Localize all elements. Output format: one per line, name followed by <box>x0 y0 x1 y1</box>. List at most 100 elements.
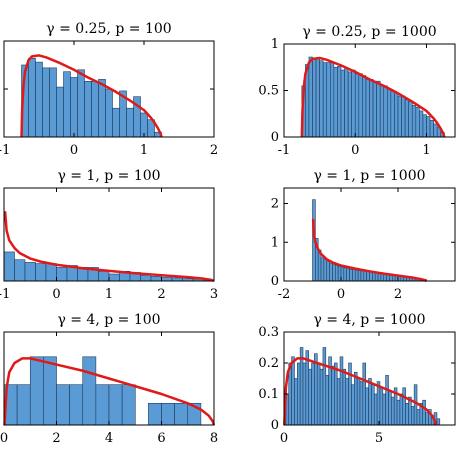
axes-frame <box>283 187 456 282</box>
histogram-bar <box>28 57 36 138</box>
panel-title: γ = 1, p = 100 <box>57 168 160 184</box>
histogram-bar <box>333 66 338 138</box>
panel-title: γ = 1, p = 1000 <box>313 168 425 184</box>
y-tick-label: 0.1 <box>258 387 279 402</box>
x-tick-label: 0 <box>70 143 78 158</box>
histogram-bar <box>379 84 385 138</box>
histogram-bar <box>140 274 152 282</box>
histogram-bar <box>161 402 175 426</box>
histogram-bar <box>161 276 173 282</box>
y-tick-label: 0 <box>271 274 279 289</box>
histogram-bar <box>42 67 50 138</box>
histogram-bar <box>345 378 349 426</box>
histogram-bar <box>357 270 362 282</box>
histogram-bar <box>311 362 315 426</box>
histogram-bar <box>379 387 384 426</box>
x-tick-label: 1 <box>422 143 430 158</box>
x-tick-label: 6 <box>157 431 165 446</box>
x-tick-label: -1 <box>0 287 10 302</box>
y-tick-label: 0.3 <box>258 325 279 340</box>
panel-title: γ = 4, p = 100 <box>57 312 160 328</box>
axes-frame <box>283 331 456 426</box>
density-curve <box>300 56 446 138</box>
histogram-bar <box>98 79 106 138</box>
histogram-bar <box>372 80 377 138</box>
histogram-bar <box>69 384 84 426</box>
panel-1: -1 0 1 2 γ = 0.25, p = 100 <box>0 21 218 158</box>
histogram-bar <box>84 81 92 138</box>
histogram-bar <box>382 393 386 426</box>
histogram-bar <box>56 384 70 426</box>
x-tick-label: 2 <box>394 287 402 302</box>
panel-6: 0 5 0 0.1 0.2 0.3 γ = 4, p = 1000 <box>258 312 456 446</box>
panel-title: γ = 4, p = 1000 <box>313 312 425 328</box>
histogram-bar <box>314 353 318 426</box>
histogram-bar <box>362 75 367 138</box>
x-tick-label: 0 <box>0 431 8 446</box>
histogram-bar <box>352 269 356 282</box>
histogram-bar <box>374 272 379 282</box>
histogram-bar <box>121 384 136 426</box>
histogram-bar <box>150 276 162 282</box>
x-tick-label: 0 <box>337 287 345 302</box>
histogram-bar <box>404 99 409 138</box>
histogram-bar <box>399 393 404 426</box>
histogram-bar <box>35 61 43 138</box>
histogram-bar <box>362 362 367 426</box>
histogram-bar <box>332 264 336 282</box>
histogram-bar <box>3 251 15 282</box>
histogram-bar <box>351 69 356 138</box>
histogram-bar <box>56 86 64 138</box>
y-tick-label: 1 <box>271 37 279 52</box>
y-tick-label: 0.5 <box>258 84 279 99</box>
histogram-bar <box>419 110 424 138</box>
histogram-bar <box>415 106 420 138</box>
histogram-bar <box>77 69 85 138</box>
histogram-bar <box>346 268 350 282</box>
x-tick-label: 3 <box>210 287 218 302</box>
histogram-bar <box>402 387 406 426</box>
histogram-bar <box>330 62 335 138</box>
histogram-bar <box>105 88 113 138</box>
histogram-bar <box>337 66 342 138</box>
histogram-bar <box>291 356 295 426</box>
histogram-bar <box>308 368 312 426</box>
histogram-bar <box>365 79 370 138</box>
panel-5: 0 2 4 6 8 γ = 4, p = 100 <box>0 312 218 446</box>
histogram-bar <box>91 81 99 138</box>
histogram-bar <box>354 73 360 138</box>
histogram-bar <box>312 57 317 138</box>
histogram-bar <box>334 362 338 426</box>
histogram-bar <box>45 263 57 282</box>
histogram-bar <box>70 77 78 138</box>
histogram-bar <box>296 362 301 426</box>
histogram-bar <box>411 105 417 138</box>
panel-title: γ = 0.25, p = 100 <box>46 21 171 37</box>
histogram-bar <box>422 399 426 426</box>
histogram-bar <box>429 119 434 138</box>
x-tick-label: -2 <box>278 287 291 302</box>
density-curve <box>283 357 438 426</box>
histogram-bar <box>16 384 31 426</box>
histogram-bar <box>436 418 441 426</box>
histogram-bar <box>305 350 310 426</box>
density-curve <box>3 211 215 283</box>
y-tick-label: 0.2 <box>258 356 279 371</box>
histogram-bar <box>351 384 355 426</box>
histogram-bar <box>344 67 349 138</box>
histogram-bar <box>377 272 382 282</box>
histogram-bar <box>356 378 361 426</box>
histogram-bar <box>416 409 421 426</box>
histogram-bar <box>358 73 363 138</box>
x-tick-label: 0 <box>351 143 359 158</box>
histogram-bar <box>413 384 418 426</box>
histogram-bar <box>35 263 47 282</box>
x-tick-label: -1 <box>278 143 291 158</box>
histogram-bar <box>366 271 370 282</box>
histogram-bar <box>319 60 324 138</box>
histogram-bar <box>408 101 413 138</box>
histogram-bar <box>348 362 352 426</box>
density-curve <box>3 357 216 426</box>
